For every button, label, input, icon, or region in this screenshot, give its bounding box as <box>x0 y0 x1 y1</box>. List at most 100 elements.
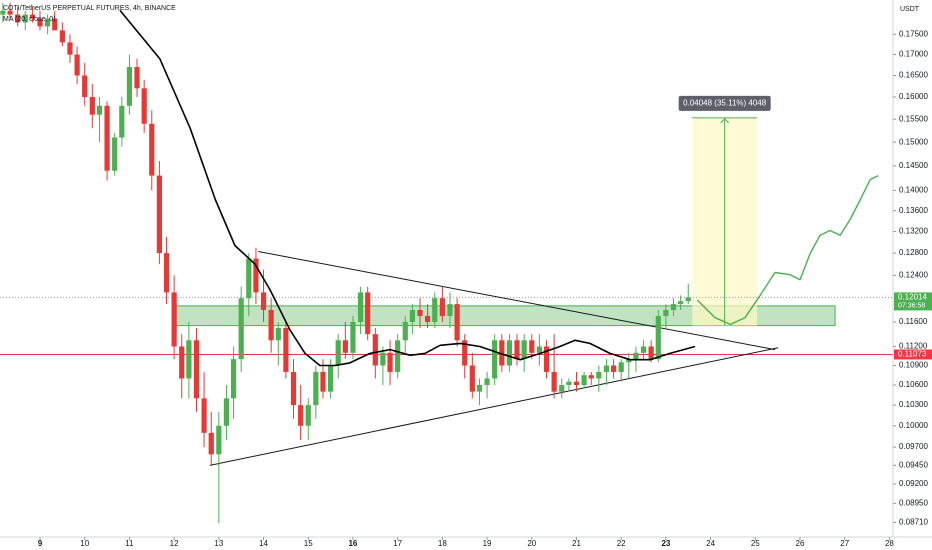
candle-body <box>372 334 378 366</box>
candle-body <box>253 258 259 293</box>
x-tick-label: 25 <box>751 539 760 548</box>
x-tick-label: 12 <box>170 539 179 548</box>
candle-body <box>425 315 431 322</box>
y-tick-label: 0.11600 <box>899 317 928 326</box>
price-label-box <box>894 349 932 360</box>
candle-body <box>551 371 557 392</box>
candle-body <box>417 309 423 316</box>
y-tick-label: 0.14000 <box>899 186 928 195</box>
candle-body <box>82 75 88 98</box>
candle-body <box>670 304 677 310</box>
candle-body <box>208 432 214 455</box>
y-tick-label: 0.10000 <box>899 421 928 430</box>
y-tick-label: 0.16000 <box>899 92 928 101</box>
trendline <box>209 347 779 466</box>
x-tick-label: 23 <box>661 539 670 548</box>
candle-body <box>134 67 140 89</box>
candle-body <box>409 309 416 322</box>
candle-body <box>223 398 230 426</box>
candle-body <box>663 309 669 316</box>
candle-body <box>462 340 468 366</box>
candle-body <box>260 292 267 310</box>
x-tick-label: 13 <box>214 539 223 548</box>
candle-body <box>216 425 222 455</box>
x-tick-label: 11 <box>125 539 134 548</box>
x-tick-label: 18 <box>438 539 447 548</box>
candle-body <box>566 381 572 386</box>
candle-body <box>543 346 550 372</box>
candle-body <box>298 405 304 426</box>
candle-body <box>603 365 610 372</box>
candle-body <box>179 346 185 379</box>
candle-body <box>275 328 281 341</box>
candle-body <box>59 30 65 43</box>
candle-body <box>238 298 244 360</box>
measure-arrow-head <box>720 118 730 124</box>
candle-body <box>230 359 237 399</box>
candle-body <box>596 371 602 379</box>
candle-body <box>395 340 401 372</box>
candle-body <box>536 346 542 353</box>
countdown-label: 07:36:58 <box>898 302 925 309</box>
candle-body <box>52 18 58 31</box>
candle-body <box>387 352 393 372</box>
candle-body <box>573 381 580 386</box>
y-tick-label: 0.11200 <box>899 342 928 351</box>
candle-body <box>320 371 326 392</box>
moving-average <box>119 9 696 367</box>
candle-body <box>454 304 460 341</box>
x-tick-label: 16 <box>348 539 357 548</box>
y-tick-label: 0.08710 <box>899 518 928 527</box>
x-tick-label: 17 <box>393 539 402 548</box>
candle-body <box>648 346 654 360</box>
candle-body <box>74 54 80 76</box>
y-tick-label: 0.13600 <box>899 206 928 215</box>
y-tick-label: 0.17500 <box>899 29 928 38</box>
candle-body <box>15 14 21 23</box>
candle-body <box>305 405 311 426</box>
x-tick-label: 20 <box>527 539 536 548</box>
candle-body <box>313 371 319 406</box>
candle-body <box>499 340 505 366</box>
x-tick-label: 24 <box>706 539 715 548</box>
candle-body <box>119 105 125 138</box>
candle-body <box>484 378 490 386</box>
candle-body <box>380 352 386 366</box>
measure-label-box <box>678 95 771 111</box>
forecast-path <box>696 174 879 326</box>
candle-body <box>29 14 36 19</box>
candle-body <box>0 10 6 15</box>
candle-body <box>439 298 445 316</box>
candle-body <box>685 297 691 302</box>
candle-body <box>529 340 535 353</box>
candle-body <box>186 340 192 379</box>
candle-body <box>559 385 565 392</box>
x-tick-label: 10 <box>80 539 89 548</box>
x-tick-label: 27 <box>840 539 849 548</box>
candle-body <box>633 352 639 360</box>
x-tick-label: 14 <box>259 539 268 548</box>
y-tick-label: 0.16500 <box>899 71 928 80</box>
candle-body <box>469 365 475 392</box>
candle-body <box>335 340 341 366</box>
measure-label: 0.04048 (35.11%) 4048 <box>683 98 767 107</box>
candle-body <box>246 258 252 299</box>
y-tick-label: 0.09700 <box>899 442 928 451</box>
x-tick-label: 28 <box>885 539 894 548</box>
y-tick-label: 0.12800 <box>899 248 928 257</box>
candle-body <box>193 340 200 399</box>
candle-body <box>357 292 364 322</box>
candle-body <box>521 340 527 360</box>
candle-body <box>141 88 147 124</box>
x-tick-label: 26 <box>796 539 805 548</box>
candle-body <box>201 398 207 433</box>
candle-body <box>156 175 162 254</box>
chart-title: COTI/TetherUS PERPETUAL FUTURES, 4h, BIN… <box>3 5 176 12</box>
y-tick-label: 0.10300 <box>899 400 928 409</box>
y-tick-label: 0.12400 <box>899 270 928 279</box>
candle-body <box>476 385 483 392</box>
y-tick-label: 0.17000 <box>899 50 928 59</box>
candle-body <box>104 105 110 171</box>
candle-body <box>268 309 274 341</box>
